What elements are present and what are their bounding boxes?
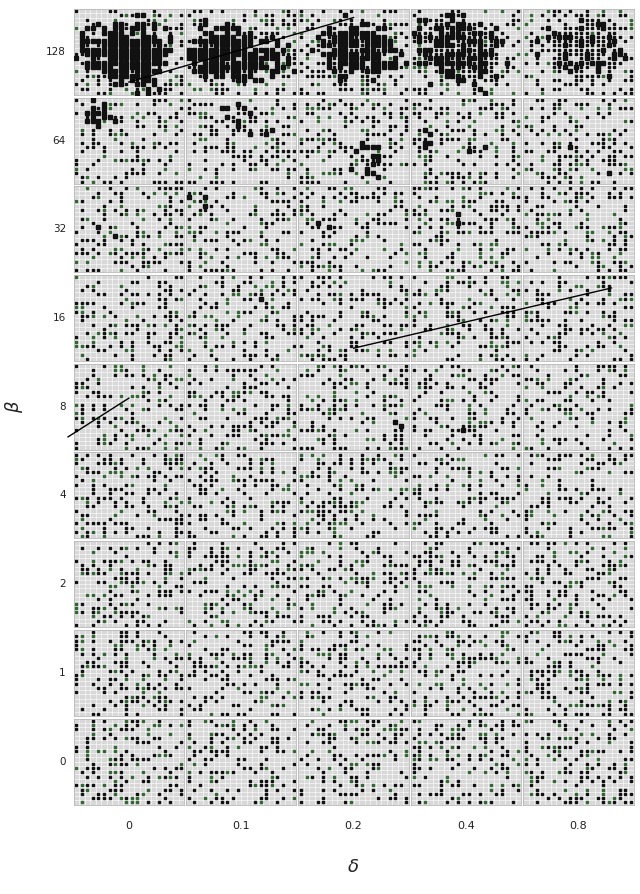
- Text: 32: 32: [52, 224, 66, 234]
- Text: 0.2: 0.2: [345, 821, 362, 831]
- Text: β: β: [5, 401, 23, 412]
- Text: 16: 16: [52, 313, 66, 323]
- Text: 0.1: 0.1: [232, 821, 250, 831]
- Text: 64: 64: [52, 136, 66, 146]
- Text: 4: 4: [60, 491, 66, 501]
- Text: 0.8: 0.8: [570, 821, 588, 831]
- Text: 0: 0: [60, 756, 66, 766]
- Text: 2: 2: [60, 579, 66, 589]
- Text: 128: 128: [46, 47, 66, 57]
- Text: 0: 0: [125, 821, 132, 831]
- Text: 8: 8: [60, 401, 66, 412]
- Text: 1: 1: [60, 668, 66, 678]
- Text: 0.4: 0.4: [457, 821, 475, 831]
- Text: δ: δ: [348, 858, 359, 876]
